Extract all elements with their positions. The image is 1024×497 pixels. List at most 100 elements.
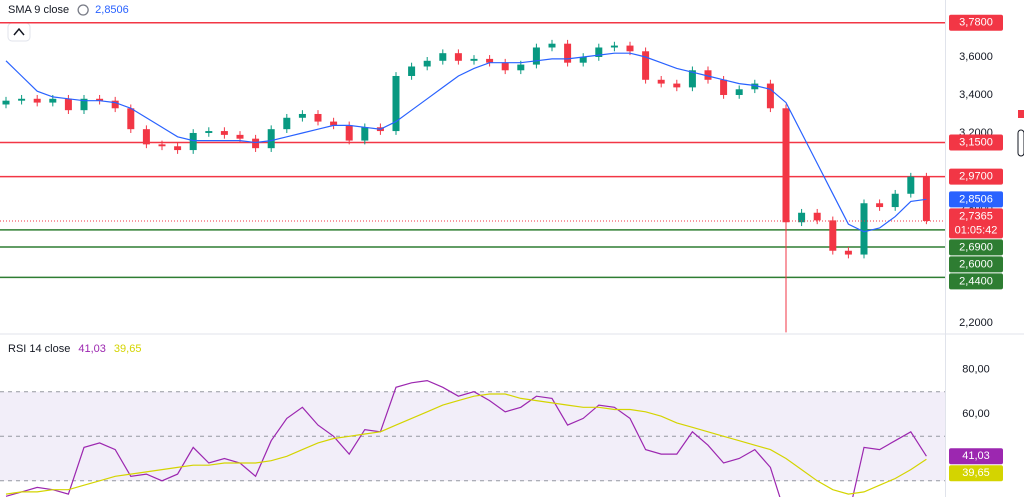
y-tick-label: 3,6000 (959, 51, 993, 63)
price-badge (949, 465, 1003, 482)
price-badge (949, 191, 1003, 208)
candle-body (236, 134, 244, 139)
candle-body (688, 70, 696, 88)
y-tick-label: 3,4000 (959, 89, 993, 101)
edge-icon (1017, 129, 1024, 157)
candle-body (751, 83, 759, 90)
candle-body (876, 203, 884, 208)
candle-body (798, 212, 806, 223)
candle-body (314, 113, 322, 122)
candle-body (829, 220, 837, 251)
candle-body (642, 51, 650, 80)
candle-body (189, 132, 197, 151)
candle-body (922, 176, 930, 222)
candle-body (532, 47, 540, 65)
candle-body (860, 203, 868, 255)
candle-body (33, 98, 41, 103)
indicator-line (5, 379, 927, 497)
collapse-button[interactable] (7, 22, 31, 42)
candle-body (298, 113, 306, 118)
price-badge (949, 14, 1003, 31)
price-badge-label: 2,6000 (959, 258, 993, 270)
candle-body (813, 212, 821, 221)
candle-body (735, 89, 743, 95)
plot-area (0, 22, 945, 333)
candle-body (174, 146, 182, 151)
price-badge (949, 134, 1003, 151)
edge-icon (1018, 110, 1024, 118)
candle-body (111, 100, 119, 109)
candle-body (564, 43, 572, 63)
price-badge (949, 256, 1003, 273)
price-badge (949, 168, 1003, 185)
candle-body (610, 45, 618, 48)
legend-value: 39,65 (114, 343, 142, 355)
legend-name: RSI 14 close (8, 343, 70, 355)
indicator-line (5, 393, 927, 495)
price-badge-label: 2,4400 (959, 275, 993, 287)
candle-body (220, 131, 228, 135)
candle-body (501, 62, 509, 71)
price-badge (949, 208, 1003, 239)
candle-body (891, 193, 899, 208)
price-badge-label: 39,65 (962, 467, 990, 479)
price-badge-label: 3,1500 (959, 136, 993, 148)
candle-body (595, 47, 603, 57)
legend-value: 2,8506 (95, 4, 129, 16)
candle-body (142, 129, 150, 145)
candle-body (283, 117, 291, 130)
candle-body (205, 131, 213, 133)
price-badge (949, 448, 1003, 465)
candle-body (907, 176, 915, 194)
price-badge (949, 239, 1003, 256)
candle-body (423, 60, 431, 67)
candle-body (392, 75, 400, 132)
candle-body (439, 53, 447, 61)
candle-body (720, 79, 728, 95)
candle-body (548, 43, 556, 48)
legend-name: SMA 9 close (8, 4, 69, 16)
price-badge (949, 273, 1003, 290)
candle-body (626, 45, 634, 52)
price-badge-label: 01:05:42 (955, 224, 998, 236)
candle-body (579, 56, 587, 63)
candle-body (18, 98, 26, 101)
plot-area (0, 379, 945, 497)
price-badge-label: 2,9700 (959, 171, 993, 183)
candle-body (844, 250, 852, 255)
candle-body (330, 121, 338, 126)
candle-body (517, 64, 525, 71)
price-badge-label: 2,6900 (959, 241, 993, 253)
y-tick-label: 80,00 (962, 363, 990, 375)
candle-body (49, 98, 57, 103)
candle-body (673, 83, 681, 88)
candle-body (158, 144, 166, 147)
candle-body (704, 70, 712, 80)
price-badge-label: 2,8506 (959, 193, 993, 205)
candle-body (96, 98, 104, 101)
candle-body (252, 138, 260, 149)
legend-icon (77, 4, 89, 16)
candle-body (64, 98, 72, 111)
candle-body (361, 127, 369, 141)
price-badge-label: 2,7365 (959, 210, 993, 222)
candle-body (345, 125, 353, 141)
candle-body (766, 83, 774, 109)
candle-body (127, 108, 135, 130)
indicator-line (5, 52, 927, 233)
price-badge-label: 41,03 (962, 450, 990, 462)
y-tick-label: 2,2000 (959, 317, 993, 329)
y-tick-label: 60,00 (962, 408, 990, 420)
candle-body (782, 108, 790, 223)
candle-body (80, 98, 88, 111)
candle-body (408, 66, 416, 76)
price-badge-label: 3,7800 (959, 17, 993, 29)
candle-body (2, 100, 10, 105)
candle-body (657, 79, 665, 84)
candle-body (267, 129, 275, 149)
legend-value: 41,03 (78, 343, 106, 355)
collapse-icon (13, 27, 25, 36)
candle-body (470, 58, 478, 61)
